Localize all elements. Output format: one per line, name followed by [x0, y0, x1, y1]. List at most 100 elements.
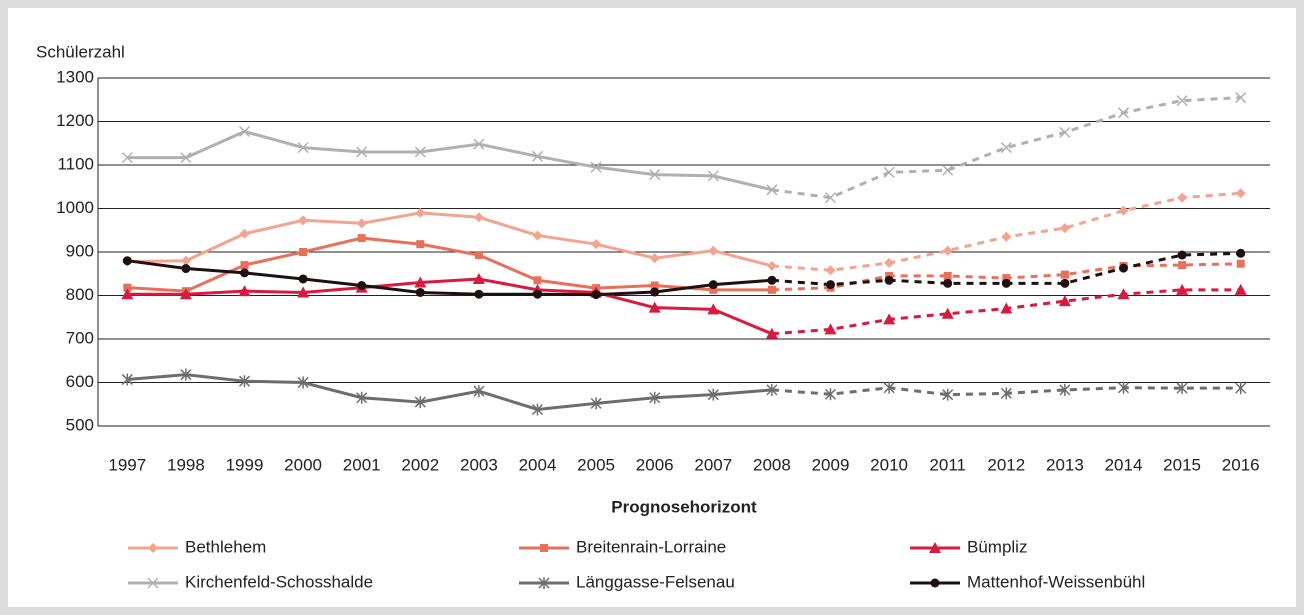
point	[416, 240, 425, 249]
x-tick-label: 2012	[987, 455, 1025, 474]
x-tick-label: 2005	[577, 455, 615, 474]
point	[1177, 250, 1187, 260]
point	[473, 138, 485, 150]
point	[942, 388, 954, 401]
point	[649, 391, 661, 404]
point	[1234, 283, 1247, 295]
point	[1059, 223, 1070, 234]
point	[883, 381, 895, 394]
point	[297, 286, 310, 298]
point	[709, 285, 718, 294]
x-tick-label: 2008	[753, 455, 791, 474]
point	[649, 253, 660, 264]
point	[942, 164, 954, 176]
series-line	[127, 211, 773, 268]
point	[357, 280, 367, 290]
x-tick-label: 2014	[1105, 455, 1143, 474]
point	[123, 283, 132, 292]
point	[650, 287, 660, 297]
x-tick-label: 1997	[108, 455, 146, 474]
x-tick-label: 2003	[460, 455, 498, 474]
y-tick-label: 600	[66, 372, 94, 391]
legend-label: Breitenrain-Lorraine	[576, 537, 726, 556]
point	[824, 192, 837, 204]
x-tick-label: 2010	[870, 455, 908, 474]
point	[240, 268, 249, 278]
point	[474, 251, 483, 260]
point	[767, 285, 776, 294]
point	[884, 257, 895, 268]
y-tick-label: 900	[66, 241, 94, 260]
point	[238, 375, 251, 388]
point	[1060, 270, 1069, 279]
point	[238, 285, 251, 297]
legend-marker	[929, 542, 941, 553]
point	[357, 234, 366, 243]
point	[532, 230, 543, 241]
y-axis-label: Schülerzahl	[36, 42, 125, 61]
point	[356, 218, 367, 229]
point	[825, 265, 836, 276]
point	[473, 212, 484, 223]
point	[1235, 92, 1247, 104]
point	[298, 274, 308, 284]
x-tick-label: 2002	[401, 455, 439, 474]
point	[824, 388, 837, 401]
point	[356, 391, 368, 404]
point	[299, 248, 308, 256]
point	[122, 256, 132, 266]
point	[766, 383, 778, 396]
point	[943, 278, 953, 288]
point	[766, 260, 777, 271]
point	[1178, 261, 1187, 270]
x-tick-label: 2001	[343, 455, 381, 474]
point	[180, 152, 192, 164]
point	[708, 280, 718, 290]
point	[883, 313, 896, 325]
legend-marker	[147, 577, 159, 589]
point	[1236, 259, 1245, 268]
point	[884, 275, 894, 285]
point	[240, 261, 249, 270]
point	[766, 184, 778, 196]
point	[180, 368, 192, 381]
point	[1119, 263, 1128, 273]
point	[356, 146, 368, 158]
legend-marker	[148, 543, 158, 553]
point	[297, 376, 309, 389]
point	[942, 245, 953, 256]
legend-label: Mattenhof-Weissenbühl	[967, 572, 1145, 591]
point	[591, 239, 602, 250]
point	[121, 373, 133, 386]
point	[531, 403, 544, 416]
point	[531, 150, 544, 162]
point	[648, 301, 661, 313]
point	[414, 146, 426, 158]
point	[121, 152, 133, 164]
point	[472, 272, 485, 284]
y-tick-label: 700	[66, 328, 94, 347]
series-line	[127, 373, 773, 411]
point	[1117, 107, 1130, 119]
point	[474, 289, 484, 299]
point	[826, 280, 835, 290]
series-line	[127, 277, 773, 336]
x-tick-label: 2000	[284, 455, 322, 474]
point	[707, 388, 719, 401]
x-tick-label: 2013	[1046, 455, 1084, 474]
point	[1177, 192, 1188, 203]
point	[1176, 283, 1189, 295]
point	[590, 161, 602, 173]
point	[180, 255, 191, 266]
y-tick-label: 1300	[56, 67, 94, 86]
point	[707, 303, 720, 315]
series-line	[127, 236, 772, 293]
point	[238, 125, 251, 138]
point	[1060, 278, 1070, 288]
x-tick-label: 2015	[1163, 455, 1201, 474]
point	[298, 215, 309, 226]
point	[765, 327, 778, 339]
point	[1059, 126, 1071, 138]
point	[1000, 387, 1012, 400]
